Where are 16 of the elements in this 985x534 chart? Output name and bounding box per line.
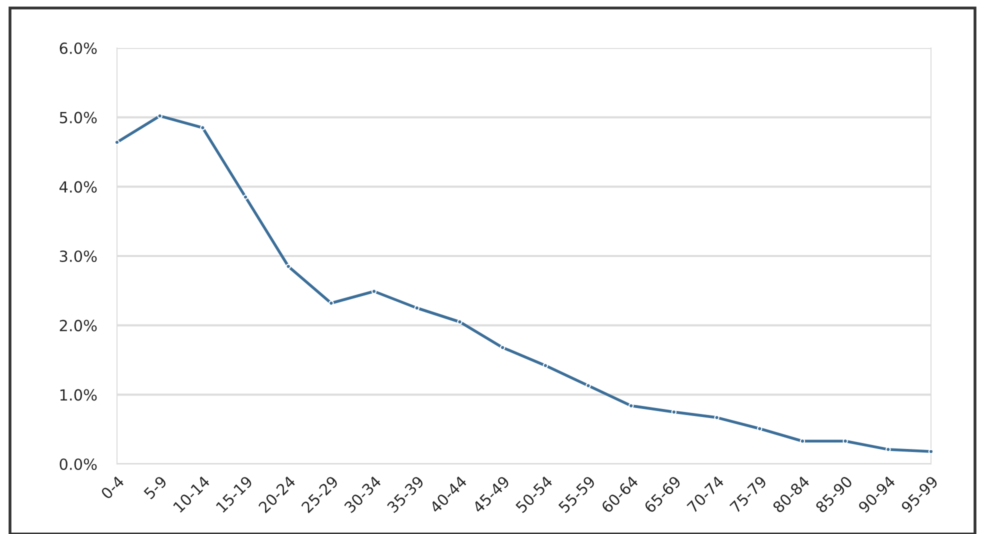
point [286, 264, 291, 270]
point [242, 194, 248, 200]
y-tick-label: 4.0% [59, 181, 97, 193]
point [586, 383, 591, 388]
point [757, 426, 762, 432]
point [200, 125, 206, 130]
point [500, 344, 506, 350]
y-tick-label: 0.0% [60, 458, 97, 470]
y-tick-label: 3.0% [60, 250, 97, 262]
y-tick-label: 1.0% [60, 389, 97, 401]
point [457, 319, 462, 324]
y-tick-label: 2.0% [60, 320, 97, 332]
x-tick-label: 0-4 [100, 475, 125, 500]
x-tick-label: 5-9 [143, 475, 168, 500]
y-tick-label: 5.0% [60, 112, 97, 124]
y-tick-label: 6.0% [60, 42, 97, 54]
